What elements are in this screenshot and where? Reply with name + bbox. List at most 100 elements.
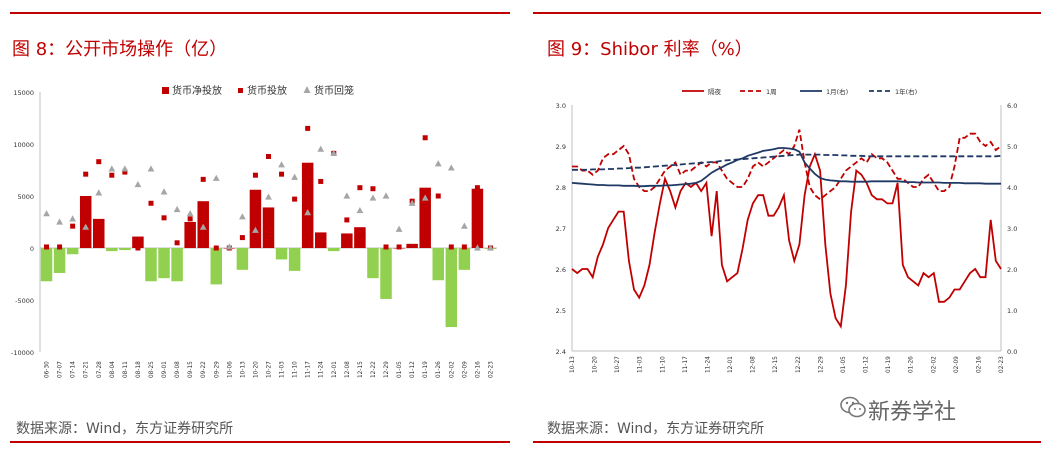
net-injection-bar	[471, 188, 484, 248]
withdrawal-marker	[356, 206, 364, 214]
injection-marker	[213, 245, 219, 251]
legend-label-withdrawal: 货币回笼	[314, 84, 354, 97]
net-injection-bar	[328, 248, 340, 252]
withdrawal-marker	[278, 161, 285, 168]
y-tick-label: 10000	[13, 141, 34, 149]
y-tick-label: 0	[30, 245, 34, 253]
x-tick-label: 07-14	[71, 361, 77, 378]
x-tick-label: 10-20	[593, 356, 599, 373]
y-right-tick-label: 4.0	[1007, 184, 1017, 192]
x-tick-label: 02-16	[475, 361, 481, 378]
injection-marker	[135, 245, 141, 251]
withdrawal-marker	[199, 223, 207, 230]
injection-marker	[57, 244, 63, 250]
net-injection-bar	[119, 248, 131, 251]
y-right-tick-label: 2.0	[1007, 266, 1017, 274]
withdrawal-marker	[82, 223, 90, 230]
injection-marker	[383, 244, 389, 250]
net-injection-bar	[171, 248, 183, 282]
right-bottom-rule	[533, 441, 1041, 443]
x-tick-label: 01-19	[423, 361, 429, 378]
legend-label-injection: 货币投放	[247, 84, 287, 97]
y-left-tick-label: 2.6	[556, 266, 566, 274]
x-tick-label: 01-05	[841, 356, 847, 373]
x-tick-label: 02-23	[999, 356, 1005, 373]
injection-marker	[318, 178, 324, 184]
injection-marker	[83, 171, 89, 177]
net-injection-bar	[40, 248, 53, 282]
withdrawal-marker	[134, 180, 142, 188]
injection-marker	[96, 159, 102, 165]
withdrawal-marker	[186, 210, 194, 217]
x-tick-label: 10-27	[615, 356, 621, 373]
net-injection-bar	[275, 248, 288, 260]
y-left-tick-label: 2.9	[556, 143, 566, 151]
left-figure-title: 图 8：公开市场操作（亿）	[12, 39, 228, 60]
injection-marker	[44, 244, 50, 250]
net-injection-bar	[354, 227, 366, 248]
withdrawal-marker	[434, 160, 442, 167]
x-tick-label: 10-20	[253, 361, 259, 378]
x-tick-label: 11-03	[280, 361, 286, 378]
net-injection-bar	[301, 162, 314, 248]
injection-marker	[148, 200, 154, 206]
withdrawal-marker	[330, 149, 338, 156]
injection-marker	[435, 193, 441, 199]
y-left-tick-label: 2.5	[556, 307, 566, 315]
injection-marker	[187, 216, 193, 222]
y-tick-label: -5000	[15, 297, 34, 305]
injection-marker	[396, 244, 402, 250]
withdrawal-marker	[160, 188, 168, 195]
legend-swatch-withdrawal	[303, 86, 311, 93]
net-injection-bar	[66, 248, 79, 255]
y-right-tick-label: 5.0	[1007, 143, 1017, 151]
x-tick-label: 02-02	[449, 361, 455, 378]
withdrawal-marker	[238, 213, 246, 220]
net-injection-bar	[314, 232, 327, 248]
injection-marker	[266, 153, 271, 159]
withdrawal-marker	[95, 189, 103, 196]
legend-swatch-injection	[238, 88, 243, 93]
net-injection-bar	[288, 248, 301, 271]
injection-marker	[109, 172, 115, 178]
net-injection-bar	[249, 189, 262, 248]
x-tick-label: 11-17	[683, 356, 689, 373]
injection-marker	[461, 244, 467, 250]
x-tick-label: 12-01	[332, 361, 338, 378]
watermark-text: 新券学社	[868, 400, 957, 425]
withdrawal-marker	[265, 193, 272, 200]
withdrawal-marker	[447, 164, 455, 171]
injection-marker	[292, 196, 298, 202]
shibor-chart: 2.4 2.5 2.6 2.7 2.8 2.9 3.0 0.0 1.0 2.0 3.0 4.0 5.0 6…	[556, 87, 1018, 373]
y-tick-label: 15000	[13, 89, 34, 97]
x-tick-label: 12-15	[773, 356, 779, 373]
x-tick-label: 07-21	[84, 361, 90, 378]
y-tick-label: 5000	[17, 193, 34, 201]
x-tick-label: 02-09	[954, 356, 960, 373]
y-right-tick-label: 1.0	[1007, 307, 1017, 315]
net-injection-bar	[367, 248, 379, 279]
withdrawal-marker	[108, 165, 116, 172]
net-injection-bar	[406, 243, 418, 248]
y-right-tick-label: 6.0	[1007, 102, 1017, 110]
withdrawal-marker	[173, 205, 181, 213]
x-tick-label: 01-26	[436, 361, 442, 378]
right-source-note: 数据来源：Wind，东方证券研究所	[547, 421, 765, 437]
withdrawal-marker	[291, 173, 299, 180]
x-tick-label: 02-02	[931, 356, 937, 373]
injection-marker	[279, 171, 285, 177]
injection-marker	[252, 172, 258, 178]
net-injection-bar	[53, 248, 66, 273]
x-tick-label: 12-22	[371, 361, 377, 378]
x-tick-label: 11-10	[660, 356, 666, 373]
net-injection-bar	[158, 248, 170, 279]
net-injection-bar	[145, 248, 157, 282]
x-tick-label: 02-09	[462, 361, 468, 378]
withdrawal-marker	[408, 199, 416, 206]
left-panel: 图 8：公开市场操作（亿） -10000 -5000 0 5000 10000 15000…	[0, 0, 520, 453]
x-tick-label: 09-22	[201, 361, 207, 378]
legend-label: 1周	[766, 88, 777, 96]
open-market-chart: -10000 -5000 0 5000 10000 15000 06-30 07-07 07-1…	[11, 84, 497, 378]
injection-marker	[239, 235, 245, 241]
x-tick-label: 12-15	[358, 361, 364, 378]
